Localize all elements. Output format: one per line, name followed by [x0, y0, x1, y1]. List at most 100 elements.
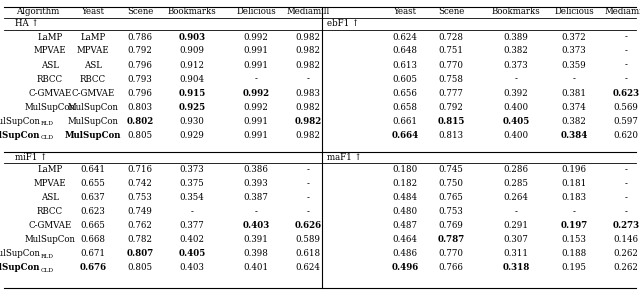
Text: 0.373: 0.373 [180, 165, 204, 175]
Text: Algorithm: Algorithm [17, 7, 60, 17]
Text: 0.803: 0.803 [127, 102, 152, 112]
Text: Mediamill: Mediamill [286, 7, 330, 17]
Text: 0.195: 0.195 [561, 263, 586, 273]
Text: 0.626: 0.626 [294, 222, 321, 230]
Text: 0.796: 0.796 [127, 88, 152, 98]
Text: 0.915: 0.915 [179, 88, 205, 98]
Text: 0.762: 0.762 [127, 222, 152, 230]
Text: 0.664: 0.664 [392, 130, 419, 140]
Text: Yeast: Yeast [394, 7, 417, 17]
Text: 0.909: 0.909 [179, 47, 205, 55]
Text: 0.805: 0.805 [127, 130, 152, 140]
Text: 0.398: 0.398 [244, 250, 268, 258]
Text: MPVAE: MPVAE [34, 179, 67, 189]
Text: Bookmarks: Bookmarks [492, 7, 540, 17]
Text: 0.487: 0.487 [392, 222, 417, 230]
Text: -: - [625, 47, 627, 55]
Text: 0.658: 0.658 [392, 102, 417, 112]
Text: 0.983: 0.983 [296, 88, 321, 98]
Text: 0.386: 0.386 [244, 165, 268, 175]
Text: 0.620: 0.620 [614, 130, 639, 140]
Text: 0.182: 0.182 [392, 179, 417, 189]
Text: RBCC: RBCC [80, 75, 106, 83]
Text: 0.372: 0.372 [562, 32, 586, 42]
Text: -: - [625, 179, 627, 189]
Text: C-GMVAE: C-GMVAE [28, 88, 72, 98]
Text: 0.623: 0.623 [612, 88, 639, 98]
Text: MulSupCon: MulSupCon [0, 263, 40, 273]
Text: -: - [625, 165, 627, 175]
Text: 0.597: 0.597 [614, 117, 639, 125]
Text: MPVAE: MPVAE [77, 47, 109, 55]
Text: 0.991: 0.991 [243, 117, 269, 125]
Text: ASL: ASL [84, 60, 102, 70]
Text: 0.264: 0.264 [504, 194, 529, 202]
Text: ASL: ASL [41, 60, 59, 70]
Text: 0.180: 0.180 [392, 165, 418, 175]
Text: Yeast: Yeast [81, 7, 104, 17]
Text: MPVAE: MPVAE [34, 47, 67, 55]
Text: Bookmarks: Bookmarks [168, 7, 216, 17]
Text: 0.181: 0.181 [561, 179, 587, 189]
Text: 0.153: 0.153 [561, 235, 586, 245]
Text: -: - [573, 207, 575, 217]
Text: 0.381: 0.381 [561, 88, 586, 98]
Text: 0.605: 0.605 [392, 75, 417, 83]
Text: 0.742: 0.742 [127, 179, 152, 189]
Text: 0.930: 0.930 [180, 117, 204, 125]
Text: Scene: Scene [127, 7, 153, 17]
Text: 0.307: 0.307 [504, 235, 529, 245]
Text: -: - [307, 75, 309, 83]
Text: 0.400: 0.400 [504, 130, 529, 140]
Text: LaMP: LaMP [81, 32, 106, 42]
Text: 0.786: 0.786 [127, 32, 152, 42]
Text: 0.753: 0.753 [127, 194, 152, 202]
Text: 0.262: 0.262 [614, 250, 639, 258]
Text: 0.787: 0.787 [437, 235, 465, 245]
Text: 0.496: 0.496 [392, 263, 419, 273]
Text: 0.751: 0.751 [438, 47, 463, 55]
Text: 0.387: 0.387 [244, 194, 268, 202]
Text: -: - [307, 179, 309, 189]
Text: 0.637: 0.637 [81, 194, 106, 202]
Text: 0.359: 0.359 [562, 60, 586, 70]
Text: C-GMVAE: C-GMVAE [28, 222, 72, 230]
Text: 0.273: 0.273 [612, 222, 639, 230]
Text: 0.749: 0.749 [127, 207, 152, 217]
Text: 0.992: 0.992 [243, 88, 269, 98]
Text: 0.405: 0.405 [179, 250, 205, 258]
Text: -: - [307, 207, 309, 217]
Text: -: - [255, 75, 257, 83]
Text: 0.782: 0.782 [127, 235, 152, 245]
Text: 0.656: 0.656 [392, 88, 417, 98]
Text: 0.373: 0.373 [504, 60, 528, 70]
Text: -: - [515, 207, 517, 217]
Text: -: - [191, 207, 193, 217]
Text: 0.728: 0.728 [438, 32, 463, 42]
Text: 0.613: 0.613 [392, 60, 417, 70]
Text: C-GMVAE: C-GMVAE [72, 88, 115, 98]
Text: 0.991: 0.991 [243, 60, 269, 70]
Text: 0.382: 0.382 [561, 117, 586, 125]
Text: 0.758: 0.758 [438, 75, 463, 83]
Text: 0.753: 0.753 [438, 207, 463, 217]
Text: 0.624: 0.624 [296, 263, 321, 273]
Text: 0.802: 0.802 [126, 117, 154, 125]
Text: 0.750: 0.750 [438, 179, 463, 189]
Text: 0.793: 0.793 [127, 75, 152, 83]
Text: 0.196: 0.196 [561, 165, 586, 175]
Text: -: - [625, 194, 627, 202]
Text: 0.815: 0.815 [437, 117, 465, 125]
Text: 0.146: 0.146 [614, 235, 639, 245]
Text: 0.391: 0.391 [244, 235, 268, 245]
Text: 0.992: 0.992 [244, 32, 268, 42]
Text: HA ↑: HA ↑ [15, 19, 39, 29]
Text: 0.769: 0.769 [438, 222, 463, 230]
Text: 0.796: 0.796 [127, 60, 152, 70]
Text: 0.382: 0.382 [504, 47, 529, 55]
Text: 0.792: 0.792 [438, 102, 463, 112]
Text: -: - [573, 75, 575, 83]
Text: 0.982: 0.982 [296, 130, 321, 140]
Text: 0.641: 0.641 [81, 165, 106, 175]
Text: 0.807: 0.807 [126, 250, 154, 258]
